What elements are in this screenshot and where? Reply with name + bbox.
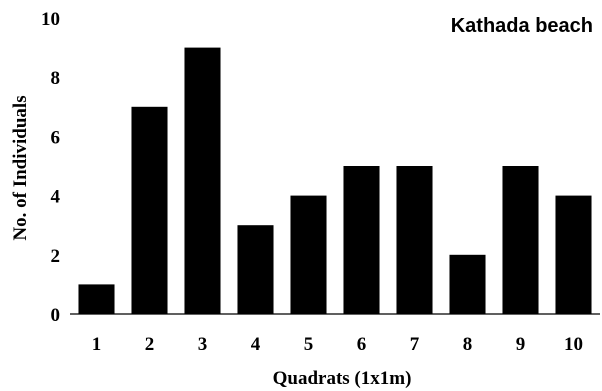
x-tick-4: 4 [251,334,261,355]
bar-9 [502,166,539,314]
x-tick-10: 10 [564,334,583,355]
y-tick-6: 6 [51,127,61,148]
bar-4 [237,225,274,314]
bars [78,47,592,314]
bar-1 [78,284,115,314]
y-tick-8: 8 [51,68,61,89]
bar-6 [343,166,380,314]
bar-8 [449,254,486,314]
y-tick-0: 0 [51,305,61,326]
y-tick-labels: 0 2 4 6 8 10 [41,9,61,326]
x-tick-5: 5 [304,334,314,355]
bar-10 [555,195,592,314]
x-tick-8: 8 [463,334,473,355]
chart-title: Kathada beach [451,15,593,37]
x-tick-1: 1 [92,334,102,355]
bar-7 [396,166,433,314]
y-tick-4: 4 [51,187,61,208]
bar-2 [131,106,168,314]
x-tick-7: 7 [410,334,420,355]
x-tick-6: 6 [357,334,367,355]
bar-5 [290,195,327,314]
x-tick-2: 2 [145,334,155,355]
x-tick-labels: 1 2 3 4 5 6 7 8 9 10 [92,334,583,355]
y-axis-label: No. of Individuals [10,95,31,240]
y-tick-2: 2 [51,246,61,267]
x-tick-9: 9 [516,334,526,355]
y-tick-10: 10 [41,9,60,30]
bar-3 [184,47,221,314]
x-axis-label: Quadrats (1x1m) [273,368,412,389]
x-tick-3: 3 [198,334,208,355]
